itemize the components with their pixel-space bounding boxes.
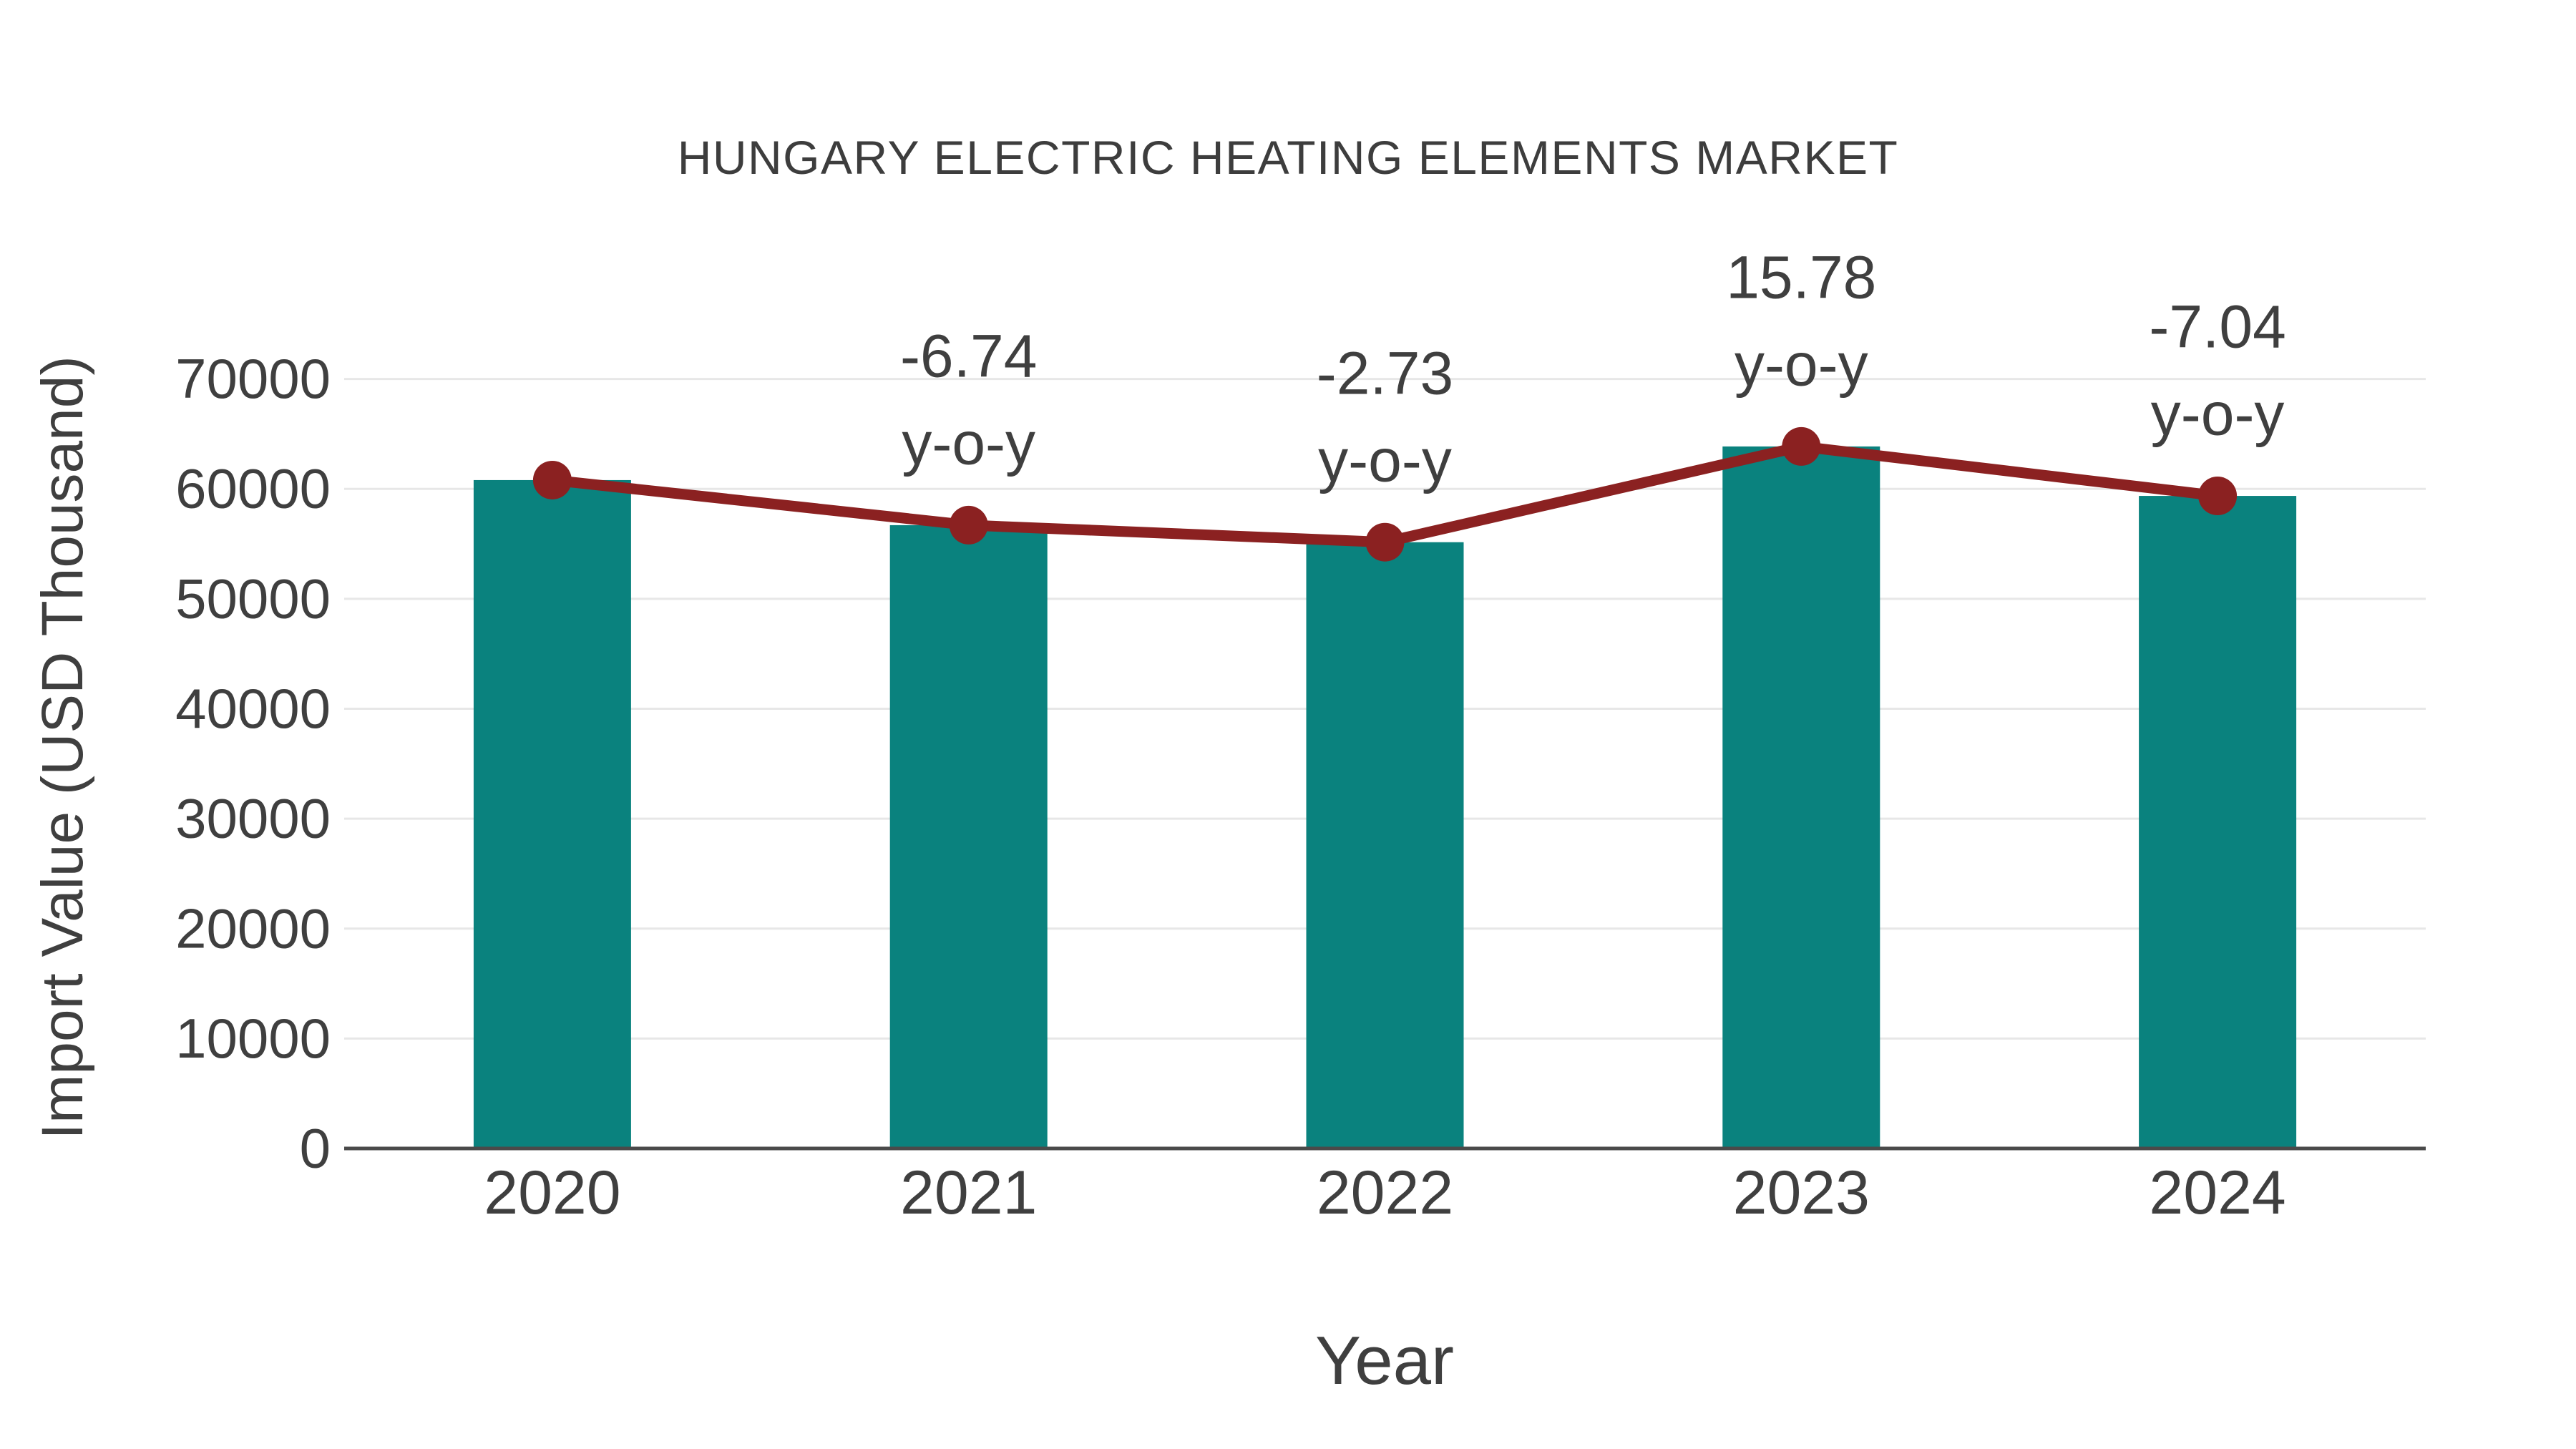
annotation-2024-value: -7.04	[2149, 293, 2285, 361]
bar-2020	[473, 479, 631, 1148]
y-tick-label-50000: 50000	[175, 567, 331, 630]
chart-title: HUNGARY ELECTRIC HEATING ELEMENTS MARKET	[677, 131, 1899, 184]
annotation-2022-value: -2.73	[1317, 339, 1453, 406]
y-tick-label-10000: 10000	[175, 1007, 331, 1070]
x-tick-label-2020: 2020	[484, 1158, 620, 1227]
x-tick-label-2024: 2024	[2149, 1158, 2285, 1227]
y-tick-label-70000: 70000	[175, 347, 331, 410]
y-tick-label-40000: 40000	[175, 677, 331, 740]
bar-2022	[1306, 542, 1464, 1148]
marker-2022	[1365, 522, 1405, 562]
annotation-2023-value: 15.78	[1726, 243, 1876, 311]
bar-2023	[1722, 446, 1880, 1148]
annotation-2021-value: -6.74	[900, 322, 1037, 389]
annotation-2021-suffix: y-o-y	[902, 409, 1035, 477]
bar-2024	[2139, 496, 2297, 1148]
annotation-2023-suffix: y-o-y	[1735, 331, 1868, 398]
marker-2021	[949, 505, 988, 545]
x-axis-title: Year	[1315, 1322, 1454, 1399]
marker-2020	[532, 460, 572, 499]
x-tick-label-2022: 2022	[1317, 1158, 1453, 1227]
bar-2021	[889, 525, 1048, 1148]
y-tick-label-30000: 30000	[175, 787, 331, 850]
x-tick-label-2023: 2023	[1733, 1158, 1870, 1227]
marker-2023	[1782, 426, 1821, 466]
marker-2024	[2198, 477, 2238, 516]
annotation-2022-suffix: y-o-y	[1318, 426, 1452, 494]
y-tick-label-0: 0	[300, 1117, 331, 1180]
y-tick-label-20000: 20000	[175, 897, 331, 960]
annotation-2024-suffix: y-o-y	[2151, 381, 2285, 448]
x-tick-label-2021: 2021	[900, 1158, 1037, 1227]
y-axis-title: Import Value (USD Thousand)	[30, 356, 95, 1140]
y-tick-label-60000: 60000	[175, 457, 331, 520]
